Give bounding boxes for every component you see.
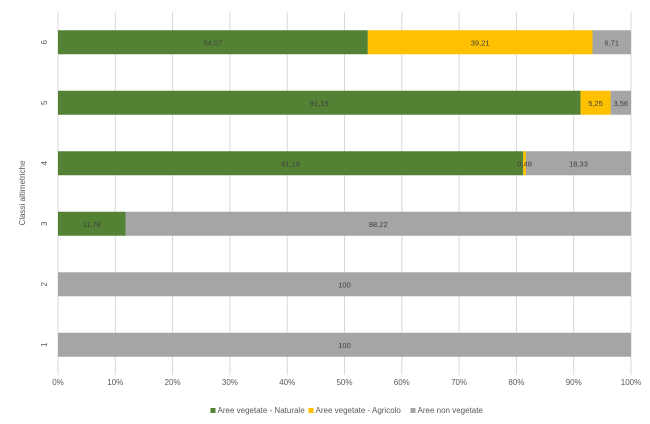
category-label: 3 <box>40 221 49 226</box>
x-tick-label: 80% <box>508 378 524 387</box>
x-tick-label: 100% <box>621 378 641 387</box>
category-label: 5 <box>40 100 49 105</box>
legend-swatch <box>308 408 314 413</box>
bar-segment <box>58 30 368 55</box>
bar-segment <box>58 332 631 357</box>
data-label: 18,33 <box>569 159 588 168</box>
category-label: 4 <box>40 160 49 165</box>
category-label: 6 <box>40 39 49 44</box>
bar-segment <box>58 272 631 297</box>
x-tick-label: 20% <box>165 378 181 387</box>
bar-segment <box>58 90 581 115</box>
data-label: 39,21 <box>471 38 490 47</box>
bar-segment <box>610 90 631 115</box>
data-label: 81,19 <box>281 159 300 168</box>
x-tick-label: 60% <box>394 378 410 387</box>
data-label: 6,71 <box>604 38 619 47</box>
bar-segment <box>58 211 126 236</box>
x-tick-label: 10% <box>107 378 123 387</box>
legend: Aree vegetate - Naturale Aree vegetate - … <box>210 406 484 415</box>
bar-segment <box>523 151 526 176</box>
y-axis-label: Classi altimetriche <box>18 160 27 225</box>
bar-segment <box>367 30 593 55</box>
x-tick-label: 0% <box>52 378 64 387</box>
data-label: 100 <box>338 341 351 350</box>
legend-label: Aree vegetate - Naturale <box>218 406 306 415</box>
legend-swatch <box>210 408 216 413</box>
x-axis-ticks: 0% 10% 20% 30% 40% 50% 60% 70% 80% 90% 100% <box>52 378 641 387</box>
legend-label: Aree vegetate - Agricolo <box>316 406 402 415</box>
data-label: 100 <box>338 280 351 289</box>
bar-segment <box>58 151 524 176</box>
data-label: 5,25 <box>588 99 603 108</box>
bar-segment <box>580 90 611 115</box>
x-tick-label: 90% <box>566 378 582 387</box>
data-label: 91,19 <box>310 99 329 108</box>
category-label: 1 <box>40 342 49 347</box>
bars <box>58 30 632 357</box>
data-label: 0,48 <box>517 159 532 168</box>
x-tick-label: 40% <box>279 378 295 387</box>
data-label: 11,78 <box>83 220 101 229</box>
y-axis-categories: 6 5 4 3 2 1 <box>40 39 49 347</box>
x-tick-label: 70% <box>451 378 467 387</box>
data-labels: 54,07 39,21 6,71 91,19 5,25 3,56 81,19 0,48 18,3… <box>83 38 628 350</box>
gridlines <box>57 12 632 375</box>
legend-swatch <box>410 408 416 413</box>
x-tick-label: 30% <box>222 378 238 387</box>
data-label: 54,07 <box>204 38 223 47</box>
legend-label: Aree non vegetate <box>418 406 484 415</box>
bar-segment <box>125 211 632 236</box>
data-label: 88,22 <box>369 220 388 229</box>
x-tick-label: 50% <box>336 378 352 387</box>
category-label: 2 <box>40 281 49 286</box>
data-label: 3,56 <box>613 99 628 108</box>
bar-segment <box>592 30 631 55</box>
bar-segment <box>525 151 631 176</box>
